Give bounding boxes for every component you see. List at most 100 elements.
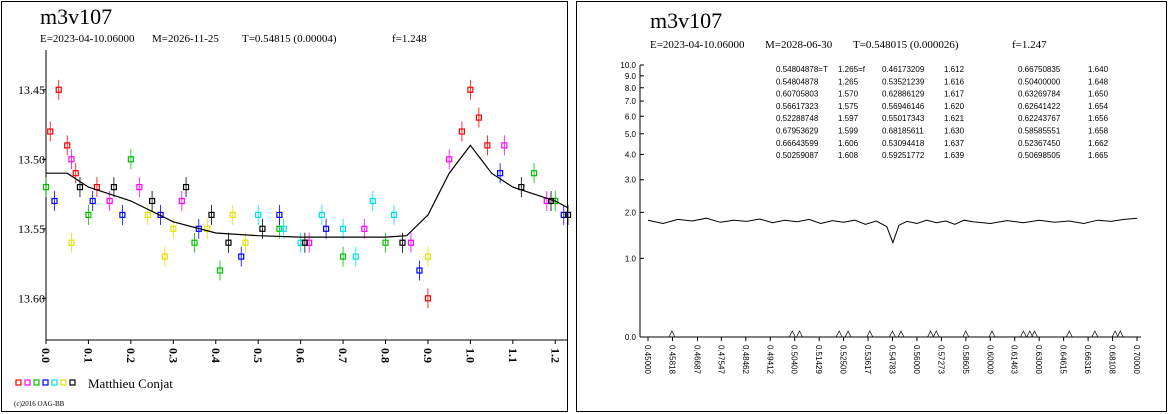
x-tick-label: 0.64615: [1059, 345, 1068, 374]
x-tick-label: 0.56000: [912, 345, 921, 374]
data-point: [182, 184, 190, 191]
table-cell: 1.265=f: [838, 65, 866, 74]
period-marker: [668, 330, 676, 338]
data-point: [191, 239, 198, 246]
y-tick-label: 3.0: [625, 176, 637, 185]
data-point: [339, 253, 347, 260]
data-point: [148, 197, 156, 205]
data-point: [399, 239, 406, 246]
table-cell: 1.606: [838, 139, 859, 148]
data-point: [369, 197, 376, 205]
x-tick-label: 1.1: [506, 348, 520, 363]
x-tick-label: 0.9: [421, 348, 435, 363]
y-tick-label: 13.60: [18, 291, 45, 305]
period-marker: [1031, 330, 1038, 338]
y-tick-label: 9.0: [625, 72, 637, 81]
x-tick-label: 0.8: [379, 348, 393, 363]
table-cell: 1.265: [838, 77, 859, 86]
table-cell: 0.59251772: [882, 151, 925, 160]
legend-symbol: [15, 379, 22, 386]
data-point: [208, 211, 215, 218]
legend-label: Matthieu Conjat: [88, 376, 173, 391]
x-tick-label: 1.0: [463, 348, 477, 363]
data-point: [276, 211, 283, 218]
table-cell: 0.50698505: [1018, 151, 1061, 160]
chart-subtitle: T=0.54815 (0.00004): [242, 33, 337, 45]
period-marker: [788, 330, 796, 338]
x-tick-label: 0.3: [166, 348, 180, 363]
chart-subtitle: T=0.548015 (0.000026): [853, 39, 959, 51]
table-cell: 0.58585551: [1018, 127, 1061, 136]
legend-symbol: [51, 379, 58, 386]
y-tick-label: 1.0: [625, 254, 637, 263]
data-point: [72, 170, 79, 177]
table-cell: 1.612: [944, 65, 965, 74]
table-cell: 1.650: [1088, 90, 1109, 99]
data-point: [560, 211, 567, 218]
data-point: [297, 239, 304, 246]
x-tick-label: 0.48462: [741, 345, 750, 374]
table-cell: 0.62886129: [882, 90, 925, 99]
data-point: [89, 197, 96, 205]
period-marker: [897, 330, 905, 338]
data-point: [564, 211, 572, 218]
data-point: [229, 211, 236, 218]
data-point: [47, 128, 54, 135]
data-point: [64, 142, 71, 149]
x-tick-label: 0.54783: [888, 345, 897, 374]
data-point: [42, 184, 50, 191]
data-point: [407, 239, 415, 246]
chart-subtitle: f=1.248: [392, 33, 427, 45]
period-marker: [844, 330, 852, 338]
x-tick-label: 0.66316: [1083, 345, 1092, 374]
y-tick-label: 8.0: [625, 84, 637, 93]
data-point: [306, 239, 313, 246]
periodogram-line: [647, 217, 1138, 244]
period-marker: [1020, 330, 1027, 338]
period-marker: [932, 330, 940, 338]
table-cell: 0.52288748: [776, 114, 819, 123]
data-point: [318, 211, 325, 218]
x-tick-label: 0.45818: [667, 345, 676, 374]
data-point: [467, 86, 474, 93]
table-cell: 1.575: [838, 102, 859, 111]
footer: (c)2016 OAG-BB: [14, 400, 65, 408]
y-tick-label: 2.0: [625, 208, 637, 217]
table-cell: 1.616: [944, 77, 965, 86]
x-tick-label: 0.70000: [1132, 345, 1141, 374]
table-cell: 1.608: [838, 151, 859, 160]
data-point: [242, 239, 249, 246]
data-point: [280, 225, 287, 232]
data-point: [127, 156, 134, 163]
table-cell: 1.570: [838, 90, 859, 99]
data-point: [496, 170, 504, 177]
period-marker: [1026, 330, 1034, 338]
data-point: [106, 197, 113, 205]
y-tick-label: 0.0: [625, 333, 637, 342]
table-cell: 0.54804878=T: [776, 65, 828, 74]
table-cell: 1.654: [1088, 102, 1109, 111]
data-point: [110, 184, 118, 191]
data-point: [530, 170, 538, 177]
table-cell: 1.640: [1088, 65, 1109, 74]
chart-title: m3v107: [650, 8, 722, 33]
table-cell: 0.62641422: [1018, 102, 1061, 111]
x-tick-label: 0.46687: [692, 345, 701, 374]
x-tick-label: 0.1: [81, 348, 95, 363]
period-marker: [1111, 330, 1119, 338]
x-tick-label: 0.58605: [961, 345, 970, 374]
data-point: [85, 211, 92, 218]
table-cell: 1.648: [1088, 77, 1109, 86]
x-tick-label: 0.57273: [936, 345, 945, 374]
chart-subtitle: M=2028-06-30: [765, 39, 833, 51]
x-tick-label: 1.2: [548, 348, 562, 363]
legend-symbol: [33, 379, 40, 386]
data-point: [144, 211, 151, 218]
table-cell: 0.66643599: [776, 139, 819, 148]
data-point: [119, 211, 126, 218]
table-cell: 0.50259087: [776, 151, 819, 160]
x-tick-label: 0.4: [209, 348, 223, 363]
data-point: [216, 267, 224, 274]
data-point: [276, 225, 283, 232]
